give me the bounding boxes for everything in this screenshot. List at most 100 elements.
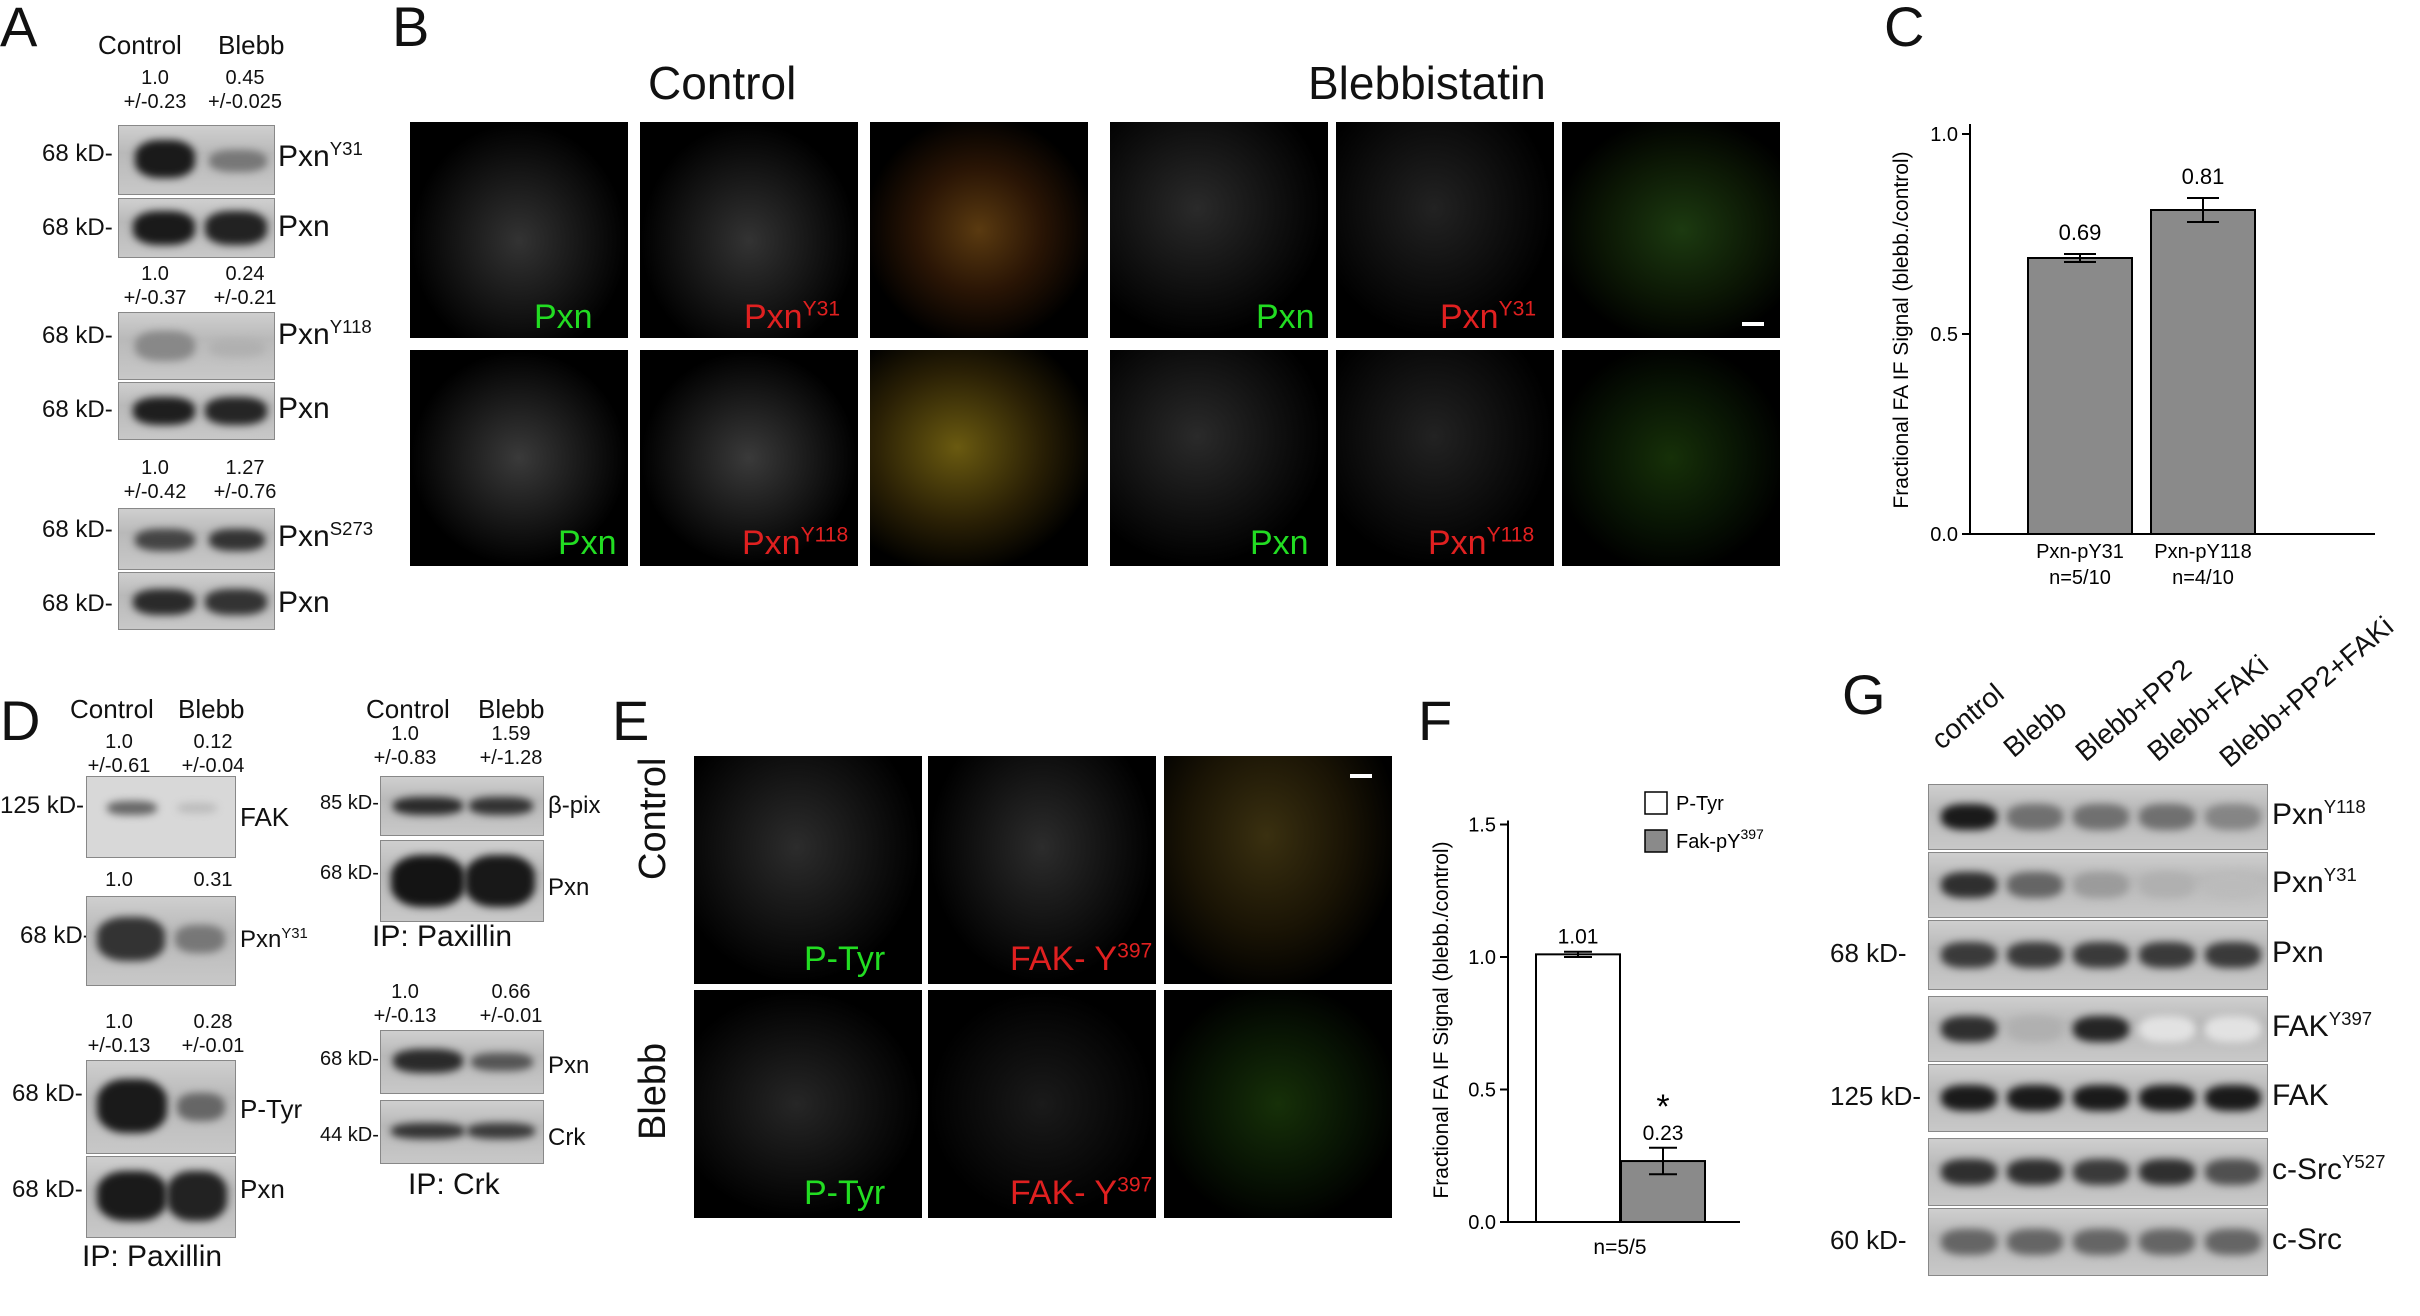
a-g2-val-control: 1.0 +/-0.37 [123,263,187,309]
g-mw-label: 125 kD- [1830,1081,1922,1111]
a-blot-pxn-y31 [118,125,275,195]
d-blot-ptyr [86,1060,236,1154]
a-g1-val-blebb: 0.45 +/-0.025 [208,67,282,113]
a-g3-r1-mw: 68 kD- [42,516,113,543]
d-crk-label: Crk [548,1124,586,1151]
chart-f: Fractional FA IF Signal (blebb./control)… [1430,791,1764,1259]
b-bleb-pxn-r2: Pxn [1110,350,1328,566]
g-row-label: FAKY397 [2272,1008,2373,1043]
d-fak-label: FAK [240,802,290,832]
d-pxn-mw: 68 kD- [12,1176,83,1203]
e-ctrl-fak: FAK- Y397 [928,756,1156,984]
a-blot-pxn-3 [118,572,275,630]
d-bpix-label: β-pix [548,792,601,819]
f-y-axis-label: Fractional FA IF Signal (blebb./control) [1430,841,1453,1198]
d-ip-paxillin-right: IP: Paxillin [372,920,513,953]
b-bleb-merge-r1 [1562,122,1780,338]
d-rpxn-label: Pxn [548,874,590,901]
d-blot-pxny31 [86,896,236,986]
d-pxny31-val-control: 1.0 [105,869,133,891]
a-g2-r1-mw: 68 kD- [42,322,113,349]
d-left-col-blebb: Blebb [178,694,245,724]
c-bar [2027,257,2133,535]
a-blot-pxn-y118 [118,312,275,380]
g-blot-pxny31 [1928,852,2268,918]
g-row-label: PxnY118 [2272,796,2366,831]
d-right-col-control: Control [366,694,450,724]
f-ytick-label: 1.5 [1468,815,1496,837]
panel-label-d: D [0,689,41,752]
a-g3-r2-mw: 68 kD- [42,590,113,617]
b-bleb-pxny31: PxnY31 [1336,122,1554,338]
panel-label-f: F [1418,689,1453,752]
g-row-label: c-Src [2272,1223,2342,1256]
a-blot-pxn-s273 [118,508,275,570]
b-r2-green-label: Pxn [558,524,617,562]
a-g1-r1-label: PxnY31 [278,138,363,173]
b-bleb-pxn-r1: Pxn [1110,122,1328,338]
f-legend-swatch [1644,791,1668,815]
b-r1-bleb-green-label: Pxn [1256,298,1315,336]
d-blot-crkpxn [380,1030,544,1094]
d-bpix-mw: 85 kD- [320,792,379,814]
g-row-label: Pxn [2272,936,2324,969]
a-g2-r2-label: Pxn [278,392,330,425]
b-r1-bleb-red-label: PxnY31 [1440,297,1537,336]
a-col-blebb: Blebb [218,30,285,60]
g-blot-c-src [1928,1208,2268,1276]
panel-label-g: G [1842,663,1886,726]
c-bar-value: 0.69 [2059,220,2102,245]
d-right-col-blebb: Blebb [478,694,545,724]
a-g2-r1-label: PxnY118 [278,316,372,351]
f-significance-star: * [1656,1088,1669,1126]
d-ip-paxillin-left: IP: Paxillin [82,1240,223,1273]
g-blot-faky397 [1928,996,2268,1062]
c-bar-name: Pxn-pY31 [2036,541,2124,563]
d-left-col-control: Control [70,694,154,724]
panel-label-b: B [392,0,430,58]
g-row-label: FAK [2272,1079,2329,1112]
a-g1-r2-label: Pxn [278,210,330,243]
b-r1-red-label: PxnY31 [744,297,841,336]
b-title-blebbistatin: Blebbistatin [1308,57,1546,109]
g-mw-label: 60 kD- [1830,1225,1907,1255]
g-blot-c-srcy527 [1928,1138,2268,1206]
d-blot-bpix [380,776,544,836]
d-crk-pxn-val-blebb: 0.66 +/-0.01 [479,981,543,1027]
f-n-label: n=5/5 [1593,1236,1646,1259]
a-g2-r2-mw: 68 kD- [42,396,113,423]
a-blot-pxn-2 [118,382,275,440]
panel-label-c: C [1884,0,1925,58]
g-mw-label: 68 kD- [1830,938,1907,968]
f-legend-swatch [1644,829,1668,853]
e-bleb-ptyr: P-Tyr [694,990,922,1218]
d-rpxn-mw: 68 kD- [320,862,379,884]
a-g3-r1-label: PxnS273 [278,518,374,553]
c-ytick-label: 0.0 [1930,524,1958,546]
f-bar-value: 1.01 [1558,926,1599,949]
b-ctrl-merge-r2 [870,350,1088,566]
e-ctrl-green-label: P-Tyr [804,940,886,978]
c-bar-value: 0.81 [2182,164,2225,189]
e-row-blebb: Blebb [632,1042,674,1140]
d-bpix-val-blebb: 1.59 +/-1.28 [479,723,543,769]
d-fak-val-blebb: 0.12 +/-0.04 [181,731,245,777]
panel-label-a: A [0,0,38,58]
a-g2-val-blebb: 0.24 +/-0.21 [213,263,277,309]
d-fak-val-control: 1.0 +/-0.61 [87,731,151,777]
a-g1-val-control: 1.0 +/-0.23 [123,67,187,113]
b-ctrl-pxny118: PxnY118 [640,350,858,566]
e-ctrl-ptyr: P-Tyr [694,756,922,984]
g-blot-pxn [1928,920,2268,990]
c-bar [2150,209,2256,535]
f-legend-label: Fak-pY397 [1676,826,1764,853]
d-bpix-val-control: 1.0 +/-0.83 [373,723,437,769]
a-g3-r2-label: Pxn [278,586,330,619]
g-row-label: PxnY31 [2272,864,2357,899]
a-col-control: Control [98,30,182,60]
a-g3-val-blebb: 1.27 +/-0.76 [213,457,277,503]
d-pxny31-label: PxnY31 [240,926,308,953]
d-ptyr-val-control: 1.0 +/-0.13 [87,1011,151,1057]
c-bar-name: Pxn-pY118 [2154,541,2251,563]
d-ptyr-mw: 68 kD- [12,1080,83,1107]
